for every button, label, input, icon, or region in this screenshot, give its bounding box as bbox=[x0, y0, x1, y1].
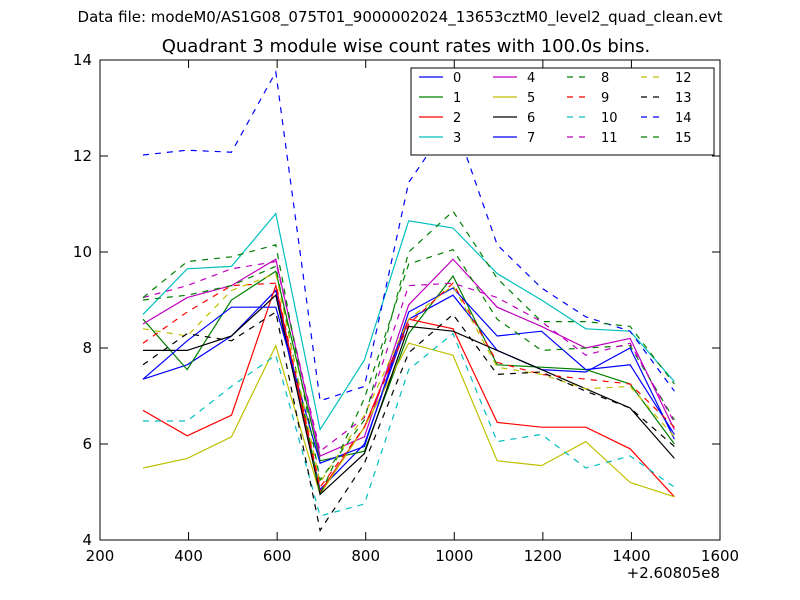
y-tick-label: 14 bbox=[73, 51, 92, 69]
legend-label-7: 7 bbox=[527, 131, 535, 146]
series-line-7 bbox=[142, 287, 675, 464]
legend-label-14: 14 bbox=[675, 111, 692, 126]
legend-label-11: 11 bbox=[601, 131, 618, 146]
legend-label-4: 4 bbox=[527, 71, 535, 86]
figure-header: Data file: modeM0/AS1G08_075T01_90000020… bbox=[0, 0, 800, 60]
legend-label-1: 1 bbox=[453, 91, 461, 106]
series-line-9 bbox=[142, 282, 675, 489]
y-tick-label: 10 bbox=[73, 243, 92, 261]
legend-frame bbox=[410, 67, 715, 156]
y-tick-label: 8 bbox=[82, 339, 92, 357]
x-tick-label: 1000 bbox=[435, 547, 473, 565]
legend-label-10: 10 bbox=[601, 111, 618, 126]
series-line-11 bbox=[142, 260, 675, 453]
legend-label-6: 6 bbox=[527, 111, 535, 126]
legend-label-2: 2 bbox=[453, 111, 461, 126]
x-offset-label: +2.60805e8 bbox=[627, 564, 720, 582]
x-tick-label: 800 bbox=[351, 547, 380, 565]
legend-label-5: 5 bbox=[527, 91, 535, 106]
y-tick-label: 4 bbox=[82, 531, 92, 549]
series-line-14 bbox=[142, 70, 675, 402]
legend-label-15: 15 bbox=[675, 131, 692, 146]
data-file-label: Data file: modeM0/AS1G08_075T01_90000020… bbox=[77, 8, 723, 26]
legend-label-12: 12 bbox=[675, 71, 692, 86]
x-axis-ticks: 200 400 600 800 1000 1200 1400 1600 bbox=[86, 60, 739, 565]
series-line-5 bbox=[142, 342, 675, 498]
series-line-10 bbox=[143, 332, 675, 517]
x-tick-label: 1600 bbox=[701, 547, 739, 565]
x-tick-label: 200 bbox=[86, 547, 115, 565]
x-tick-label: 1200 bbox=[524, 547, 562, 565]
series-line-8 bbox=[142, 248, 675, 497]
series-line-13 bbox=[142, 311, 675, 532]
y-tick-label: 6 bbox=[82, 435, 92, 453]
legend-label-8: 8 bbox=[601, 71, 609, 86]
series-line-4 bbox=[142, 258, 675, 457]
x-tick-label: 1400 bbox=[612, 547, 650, 565]
series-line-1 bbox=[142, 270, 675, 462]
legend-label-9: 9 bbox=[601, 91, 609, 106]
x-tick-label: 400 bbox=[174, 547, 203, 565]
chart-title: Quadrant 3 module wise count rates with … bbox=[161, 36, 651, 57]
legend-label-0: 0 bbox=[453, 71, 461, 86]
series-line-15 bbox=[142, 210, 675, 482]
plot-frame bbox=[99, 59, 721, 541]
series-line-3 bbox=[142, 212, 675, 432]
legend-label-13: 13 bbox=[675, 91, 692, 106]
x-tick-label: 600 bbox=[263, 547, 292, 565]
series-line-12 bbox=[142, 272, 675, 484]
y-tick-label: 12 bbox=[73, 147, 92, 165]
series-lines bbox=[142, 70, 675, 532]
legend-label-3: 3 bbox=[453, 131, 461, 146]
